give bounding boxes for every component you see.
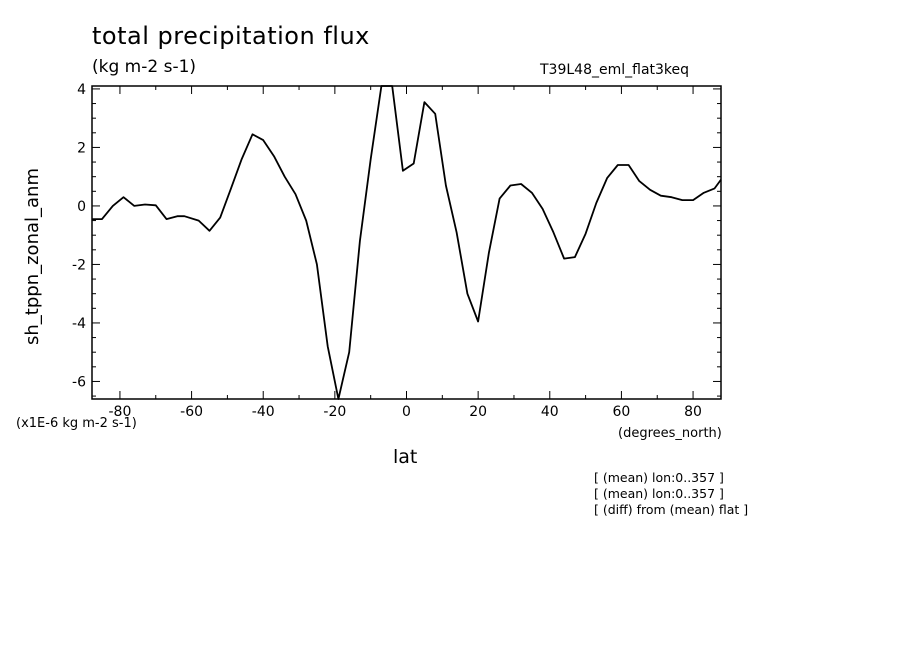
chart-units: (kg m-2 s-1) — [92, 57, 197, 77]
note-line: [ (mean) lon:0..357 ] — [594, 486, 724, 501]
y-tick-label: 2 — [77, 140, 86, 156]
x-axis-units: (degrees_north) — [618, 426, 722, 441]
y-tick-label: 0 — [77, 199, 86, 215]
y-tick-label: -4 — [72, 316, 86, 332]
chart-title: total precipitation flux — [92, 22, 370, 50]
x-tick-label: -80 — [109, 404, 132, 420]
y-tick-label: -2 — [72, 257, 86, 273]
series-line — [92, 85, 722, 400]
y-axis-label: sh_tppn_zonal_anm — [22, 168, 43, 345]
x-tick-label: 0 — [402, 404, 411, 420]
x-tick-label: 40 — [541, 404, 559, 420]
y-tick-label: -6 — [72, 374, 86, 390]
run-id-label: T39L48_eml_flat3keq — [540, 62, 690, 78]
note-line: [ (diff) from (mean) flat ] — [594, 502, 749, 517]
x-tick-label: -20 — [323, 404, 346, 420]
y-tick-label: 4 — [77, 82, 86, 98]
x-tick-label: 60 — [613, 404, 631, 420]
processing-notes: [ (mean) lon:0..357 ] [ (mean) lon:0..35… — [594, 470, 748, 518]
x-tick-label: -60 — [180, 404, 203, 420]
x-tick-label: 20 — [469, 404, 487, 420]
note-line: [ (mean) lon:0..357 ] — [594, 470, 724, 485]
y-scale-note: (x1E-6 kg m-2 s-1) — [16, 416, 137, 431]
ticks-layer — [92, 86, 721, 399]
x-tick-label: 80 — [684, 404, 702, 420]
x-axis-label: lat — [393, 446, 418, 468]
x-tick-label: -40 — [252, 404, 275, 420]
plot-frame — [91, 85, 722, 400]
